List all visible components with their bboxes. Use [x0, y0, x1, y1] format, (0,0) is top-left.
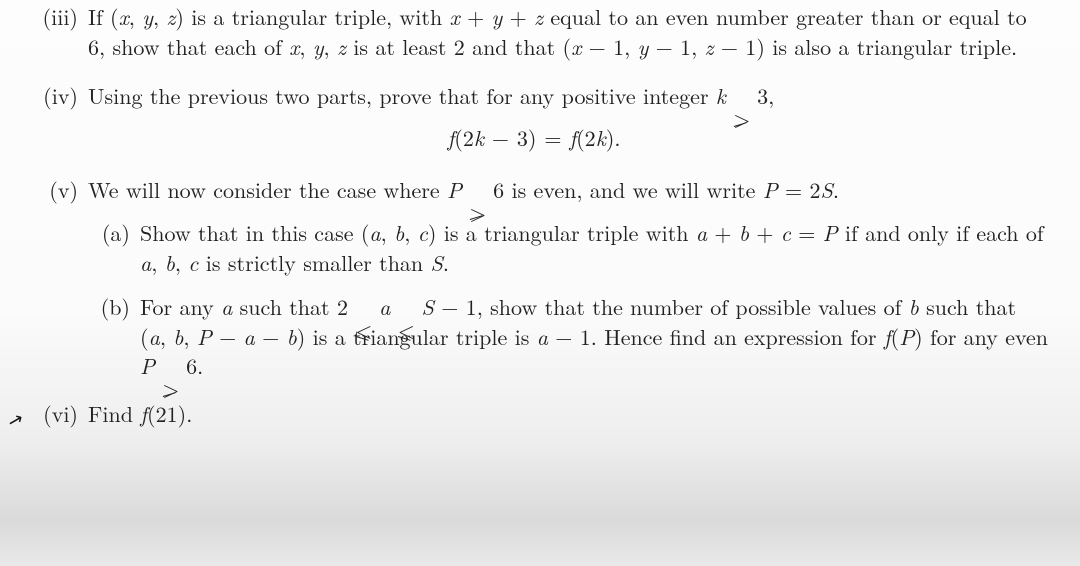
text: ,: [768, 80, 774, 111]
math-P-eq-2S: P = 2S: [763, 174, 833, 205]
subitem-body: Show that in this case (a, b, c) is a tr…: [140, 218, 1050, 277]
text: .: [443, 247, 449, 278]
text: .: [186, 398, 192, 429]
math-xyz-list: x, y, z: [289, 31, 346, 62]
text: for any even: [923, 321, 1048, 352]
subitem-label: (a): [88, 218, 140, 277]
subitem-v-b: (b) For any a such that 2 a S − 1, show …: [88, 292, 1050, 381]
text: If: [88, 1, 110, 32]
math-xyz-minus1-triple: (x − 1, y − 1, z − 1): [563, 31, 765, 62]
text: is strictly smaller than: [198, 247, 430, 278]
math-a-minus-1: a − 1: [537, 321, 591, 352]
item-v: (v) We will now consider the case where …: [18, 175, 1050, 381]
math-abPab-triple: (a, b, P − a − b): [140, 321, 305, 352]
display-equation: f(2k − 3) = f(2k).: [18, 123, 1050, 153]
item-body: If (x, y, z) is a triangular triple, wit…: [88, 2, 1050, 61]
text: is at least 2 and that: [346, 31, 563, 62]
item-label: (iii): [18, 2, 88, 61]
text: Show that in this case: [140, 217, 361, 248]
item-body: Find f(21).: [88, 399, 1050, 429]
math-abc-triple: (a, b, c): [361, 217, 437, 248]
text: .: [197, 350, 203, 381]
math-f-of-P: f(P): [884, 321, 923, 352]
math-S: S: [431, 247, 443, 278]
math-c: c: [188, 247, 198, 278]
item-label: (v): [18, 175, 88, 381]
text: Find: [88, 398, 140, 429]
item-label: (vi): [18, 399, 88, 429]
item-iii: (iii) If (x, y, z) is a triangular tripl…: [18, 2, 1050, 61]
item-body: Using the previous two parts, prove that…: [88, 81, 1050, 111]
text: such that: [919, 291, 1016, 322]
text: is even, and we will write: [504, 174, 763, 205]
math-a: a: [221, 291, 232, 322]
item-body: We will now consider the case where P 6 …: [88, 175, 1050, 381]
text: .: [833, 174, 839, 205]
problem-list: (iii) If (x, y, z) is a triangular tripl…: [0, 0, 1080, 429]
math-b: b: [165, 247, 175, 278]
math-b: b: [909, 291, 919, 322]
math-P-geq-6: P 6: [447, 174, 504, 205]
text: ,: [151, 247, 164, 278]
text: We will now consider the case where: [88, 174, 447, 205]
text: if and only if each of: [838, 217, 1044, 248]
text: is also a triangular triple.: [765, 31, 1017, 62]
math-a: a: [140, 247, 151, 278]
text: Using the previous two parts, prove that…: [88, 80, 716, 111]
text: , show that the number of possible value…: [477, 291, 909, 322]
item-label: (iv): [18, 81, 88, 111]
text: For any: [140, 291, 221, 322]
text: such that: [232, 291, 337, 322]
text: . Hence find an expression for: [591, 321, 884, 352]
item-iv: (iv) Using the previous two parts, prove…: [18, 81, 1050, 111]
math-P-geq-6b: P 6: [140, 350, 197, 381]
subitem-label: (b): [88, 292, 140, 381]
text: is a triangular triple, with: [184, 1, 450, 32]
math-abc-sum-eq-P: a + b + c = P: [696, 217, 838, 248]
text: is a triangular triple is: [305, 321, 536, 352]
math-xyz-sum: x + y + z: [450, 1, 543, 32]
text: ,: [175, 247, 188, 278]
math-xyz-triple: (x, y, z): [110, 1, 184, 32]
subitem-v-a: (a) Show that in this case (a, b, c) is …: [88, 218, 1050, 277]
subitem-body: For any a such that 2 a S − 1, show that…: [140, 292, 1050, 381]
math-2-leq-a-leq-Sminus1: 2 a S − 1: [337, 291, 477, 322]
math-k-geq-3: k 3: [716, 80, 768, 111]
